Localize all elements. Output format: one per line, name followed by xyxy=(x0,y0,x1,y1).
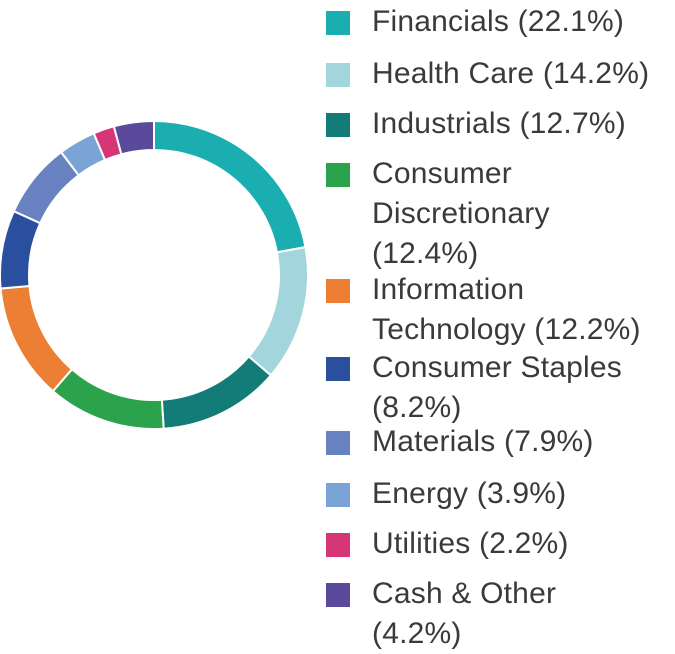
legend-swatch xyxy=(326,357,350,381)
legend-swatch xyxy=(326,163,350,187)
donut-slice-0 xyxy=(153,119,307,254)
legend-label: Information Technology (12.2%) xyxy=(372,273,641,346)
legend-label: Consumer Discretionary (12.4%) xyxy=(372,157,550,270)
legend-label: Industrials (12.7%) xyxy=(372,107,626,140)
legend-label: Consumer Staples (8.2%) xyxy=(372,351,622,424)
legend-swatch xyxy=(326,533,350,557)
donut-slice-9 xyxy=(112,119,155,156)
chart-legend: Financials (22.1%) Health Care (14.2%) Ind… xyxy=(324,0,675,650)
legend-label: Energy (3.9%) xyxy=(372,477,567,510)
legend-swatch xyxy=(326,431,350,455)
legend-swatch xyxy=(326,583,350,607)
donut-slice-1 xyxy=(247,245,309,377)
legend-label: Materials (7.9%) xyxy=(372,425,594,458)
donut-slice-2 xyxy=(160,355,273,430)
legend-swatch xyxy=(326,113,350,137)
donut-slice-4 xyxy=(0,284,74,393)
donut-chart xyxy=(0,119,309,430)
legend-swatch xyxy=(326,483,350,507)
legend-label: Health Care (14.2%) xyxy=(372,57,650,90)
legend-label: Financials (22.1%) xyxy=(372,5,625,38)
legend-swatch xyxy=(326,11,350,35)
legend-swatch xyxy=(326,279,350,303)
donut-slice-3 xyxy=(51,367,165,430)
legend-swatch xyxy=(326,63,350,87)
legend-label: Cash & Other (4.2%) xyxy=(372,577,557,650)
legend-label: Utilities (2.2%) xyxy=(372,527,569,560)
donut-slice-5 xyxy=(0,209,42,290)
